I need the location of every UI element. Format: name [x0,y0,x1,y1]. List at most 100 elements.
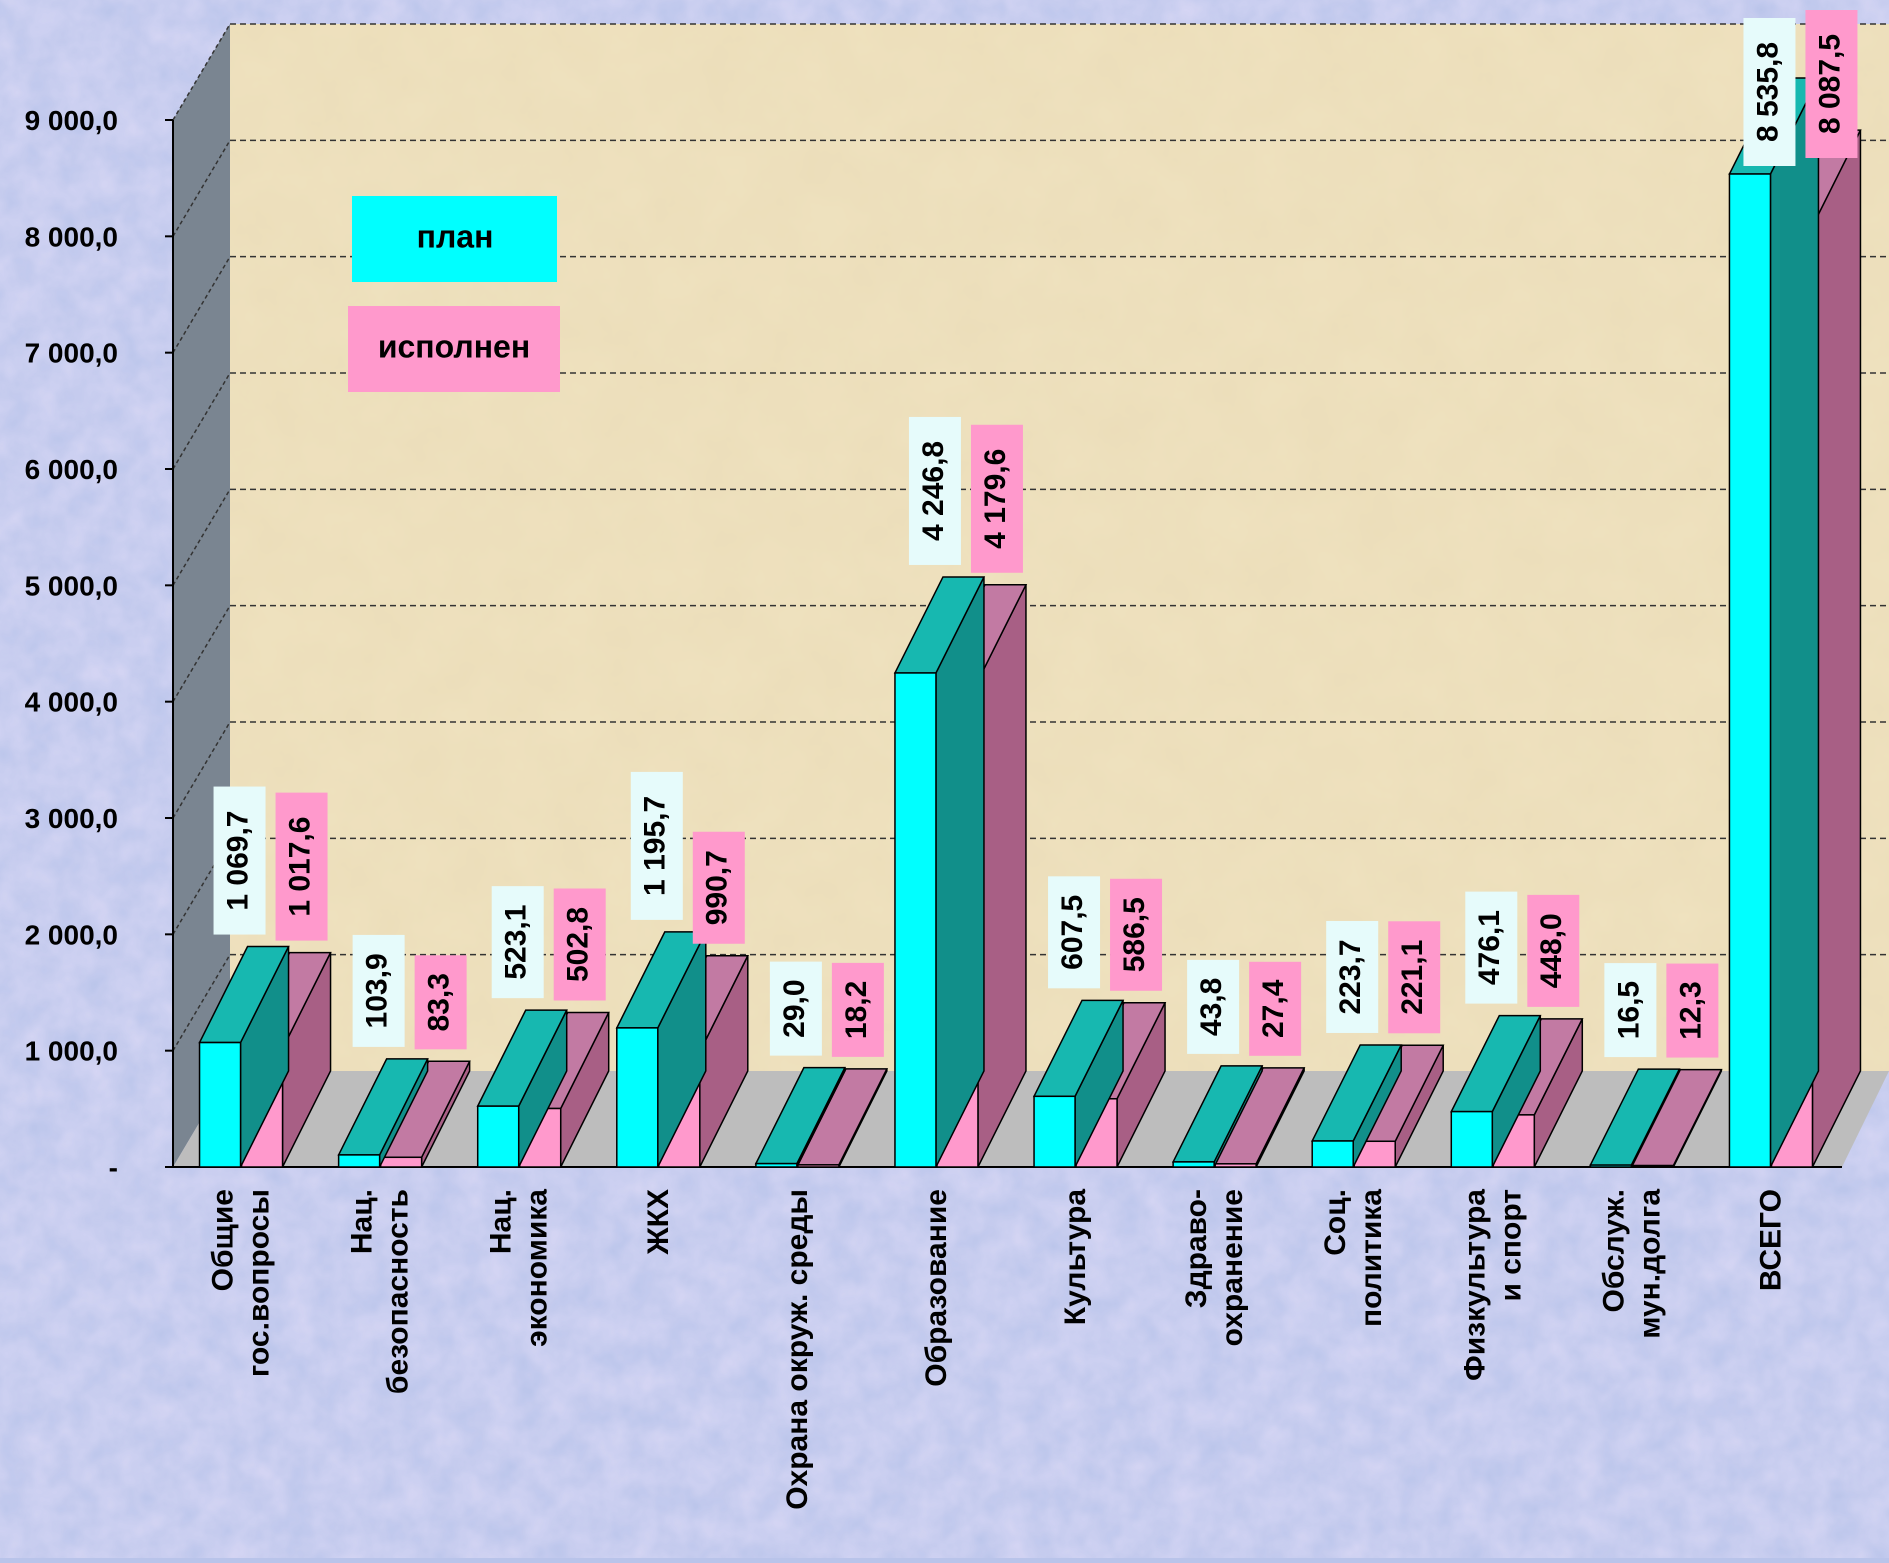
data-label-plan: 1 195,7 [639,796,672,896]
data-label-plan: 4 246,8 [917,441,950,541]
bar-plan [755,1162,798,1168]
bar-side-plan [935,576,985,1168]
data-label-exec: 18,2 [840,981,873,1039]
data-label-plan-bg [1048,876,1101,989]
y-tick-label: 5 000,0 [25,570,118,601]
bar-plan [476,1105,520,1168]
category-label: Обслуж. [1597,1189,1630,1312]
y-tick-label: 3 000,0 [25,803,118,834]
bar-exec [797,1164,840,1168]
data-label-plan-bg [1187,959,1240,1054]
data-label-exec-bg [970,424,1023,573]
gridline-diagonal [172,605,231,703]
y-tick-label: 6 000,0 [25,454,118,485]
bar-side-exec [977,584,1027,1168]
data-label-exec: 221,1 [1396,940,1429,1015]
legend-plan-label: план [417,218,494,254]
category-label: Образование [920,1189,953,1387]
legend: план исполнен [348,196,560,392]
data-label-plan-bg [1604,963,1657,1058]
bar-plan [1728,173,1772,1168]
category-label: безопасность [382,1189,415,1394]
bars [198,77,1862,1168]
data-label-plan: 1 069,7 [221,811,254,911]
bar-plan [1172,1161,1215,1168]
data-label-exec: 83,3 [423,973,456,1031]
data-label-exec-bg [831,962,884,1057]
category-label: Охрана окруж. среды [781,1189,814,1510]
y-tick-label: 2 000,0 [25,919,118,950]
data-label-plan: 223,7 [1334,939,1367,1014]
data-label-plan: 103,9 [361,953,394,1028]
data-label-exec: 12,3 [1674,981,1707,1039]
gridline-diagonal [172,256,231,354]
bar-side-exec [1811,129,1862,1168]
category-label: Нац. [346,1189,379,1254]
data-label-plan-bg [908,416,961,565]
data-label-plan: 476,1 [1473,910,1506,985]
data-label-plan-bg [1326,920,1379,1033]
y-tick-label: 1 000,0 [25,1036,118,1067]
bar-exec [1631,1164,1675,1168]
side-wall [173,24,230,1167]
data-label-exec: 27,4 [1257,979,1290,1038]
bar-plan [1589,1164,1633,1168]
bar-plan [337,1154,381,1168]
data-label-exec-bg [692,831,745,944]
data-label-exec-bg [553,888,606,1001]
category-label: гос.вопросы [243,1189,276,1377]
category-label: Физкультура [1458,1189,1491,1381]
category-label: охранение [1216,1189,1249,1346]
category-label: политика [1355,1189,1388,1327]
data-label-plan-bg [352,934,405,1047]
y-tick-label: - [109,1152,118,1183]
gridline-diagonal [172,23,231,121]
y-tick-label: 7 000,0 [25,338,118,369]
data-label-exec: 990,7 [701,850,734,925]
category-label: мун.долга [1633,1189,1666,1339]
gridlines [172,23,1889,1052]
gridline-diagonal [172,488,231,586]
data-label-exec-bg [1805,10,1858,158]
data-label-plan-bg [491,886,544,999]
legend-exec-swatch [348,306,560,392]
data-label-exec: 448,0 [1535,913,1568,988]
category-label: Общие [207,1189,240,1291]
category-label: Здраво- [1180,1189,1213,1308]
category-label: ВСЕГО [1754,1189,1787,1291]
category-label: ЖКХ [642,1189,675,1255]
data-label-exec-bg [1527,894,1580,1007]
data-label-plan-bg [1465,891,1518,1004]
gridline-diagonal [172,721,231,819]
bar-plan [1450,1110,1494,1168]
data-label-exec-bg [1388,921,1441,1034]
gridline-diagonal [172,954,231,1052]
data-label-plan-bg [1743,18,1796,166]
bar-exec [379,1156,423,1168]
data-label-exec-bg [1249,961,1302,1056]
data-label-exec: 502,8 [562,907,595,982]
data-labels: 1 069,7 1 017,6 103,9 83,3 523,1 502,8 1 195,7… [213,10,1858,1058]
bar-plan [616,1027,659,1168]
data-label-plan: 8 535,8 [1751,42,1784,142]
data-label-plan-bg [630,771,683,920]
bar-plan [894,672,937,1168]
y-tick-label: 8 000,0 [25,221,118,252]
bar-side-plan [1769,77,1820,1168]
data-label-exec-bg [275,792,328,941]
category-label: и спорт [1494,1189,1527,1302]
data-label-plan: 16,5 [1612,981,1645,1039]
gridline-diagonal [172,139,231,237]
data-label-exec-bg [414,955,467,1050]
data-label-exec-bg [1110,878,1163,991]
category-label: Культура [1059,1189,1092,1326]
bar-plan [198,1041,242,1168]
x-axis: Общие гос.вопросы Нац. безопасность Нац. экон… [207,1189,1788,1510]
data-label-plan-bg [213,786,266,935]
data-label-exec: 1 017,6 [283,817,316,917]
data-label-plan-bg [769,961,822,1056]
y-axis: - 1 000,0 2 000,0 3 000,0 4 000,0 5 000,0 6 00… [25,105,1842,1183]
bar-plan [1311,1140,1354,1168]
